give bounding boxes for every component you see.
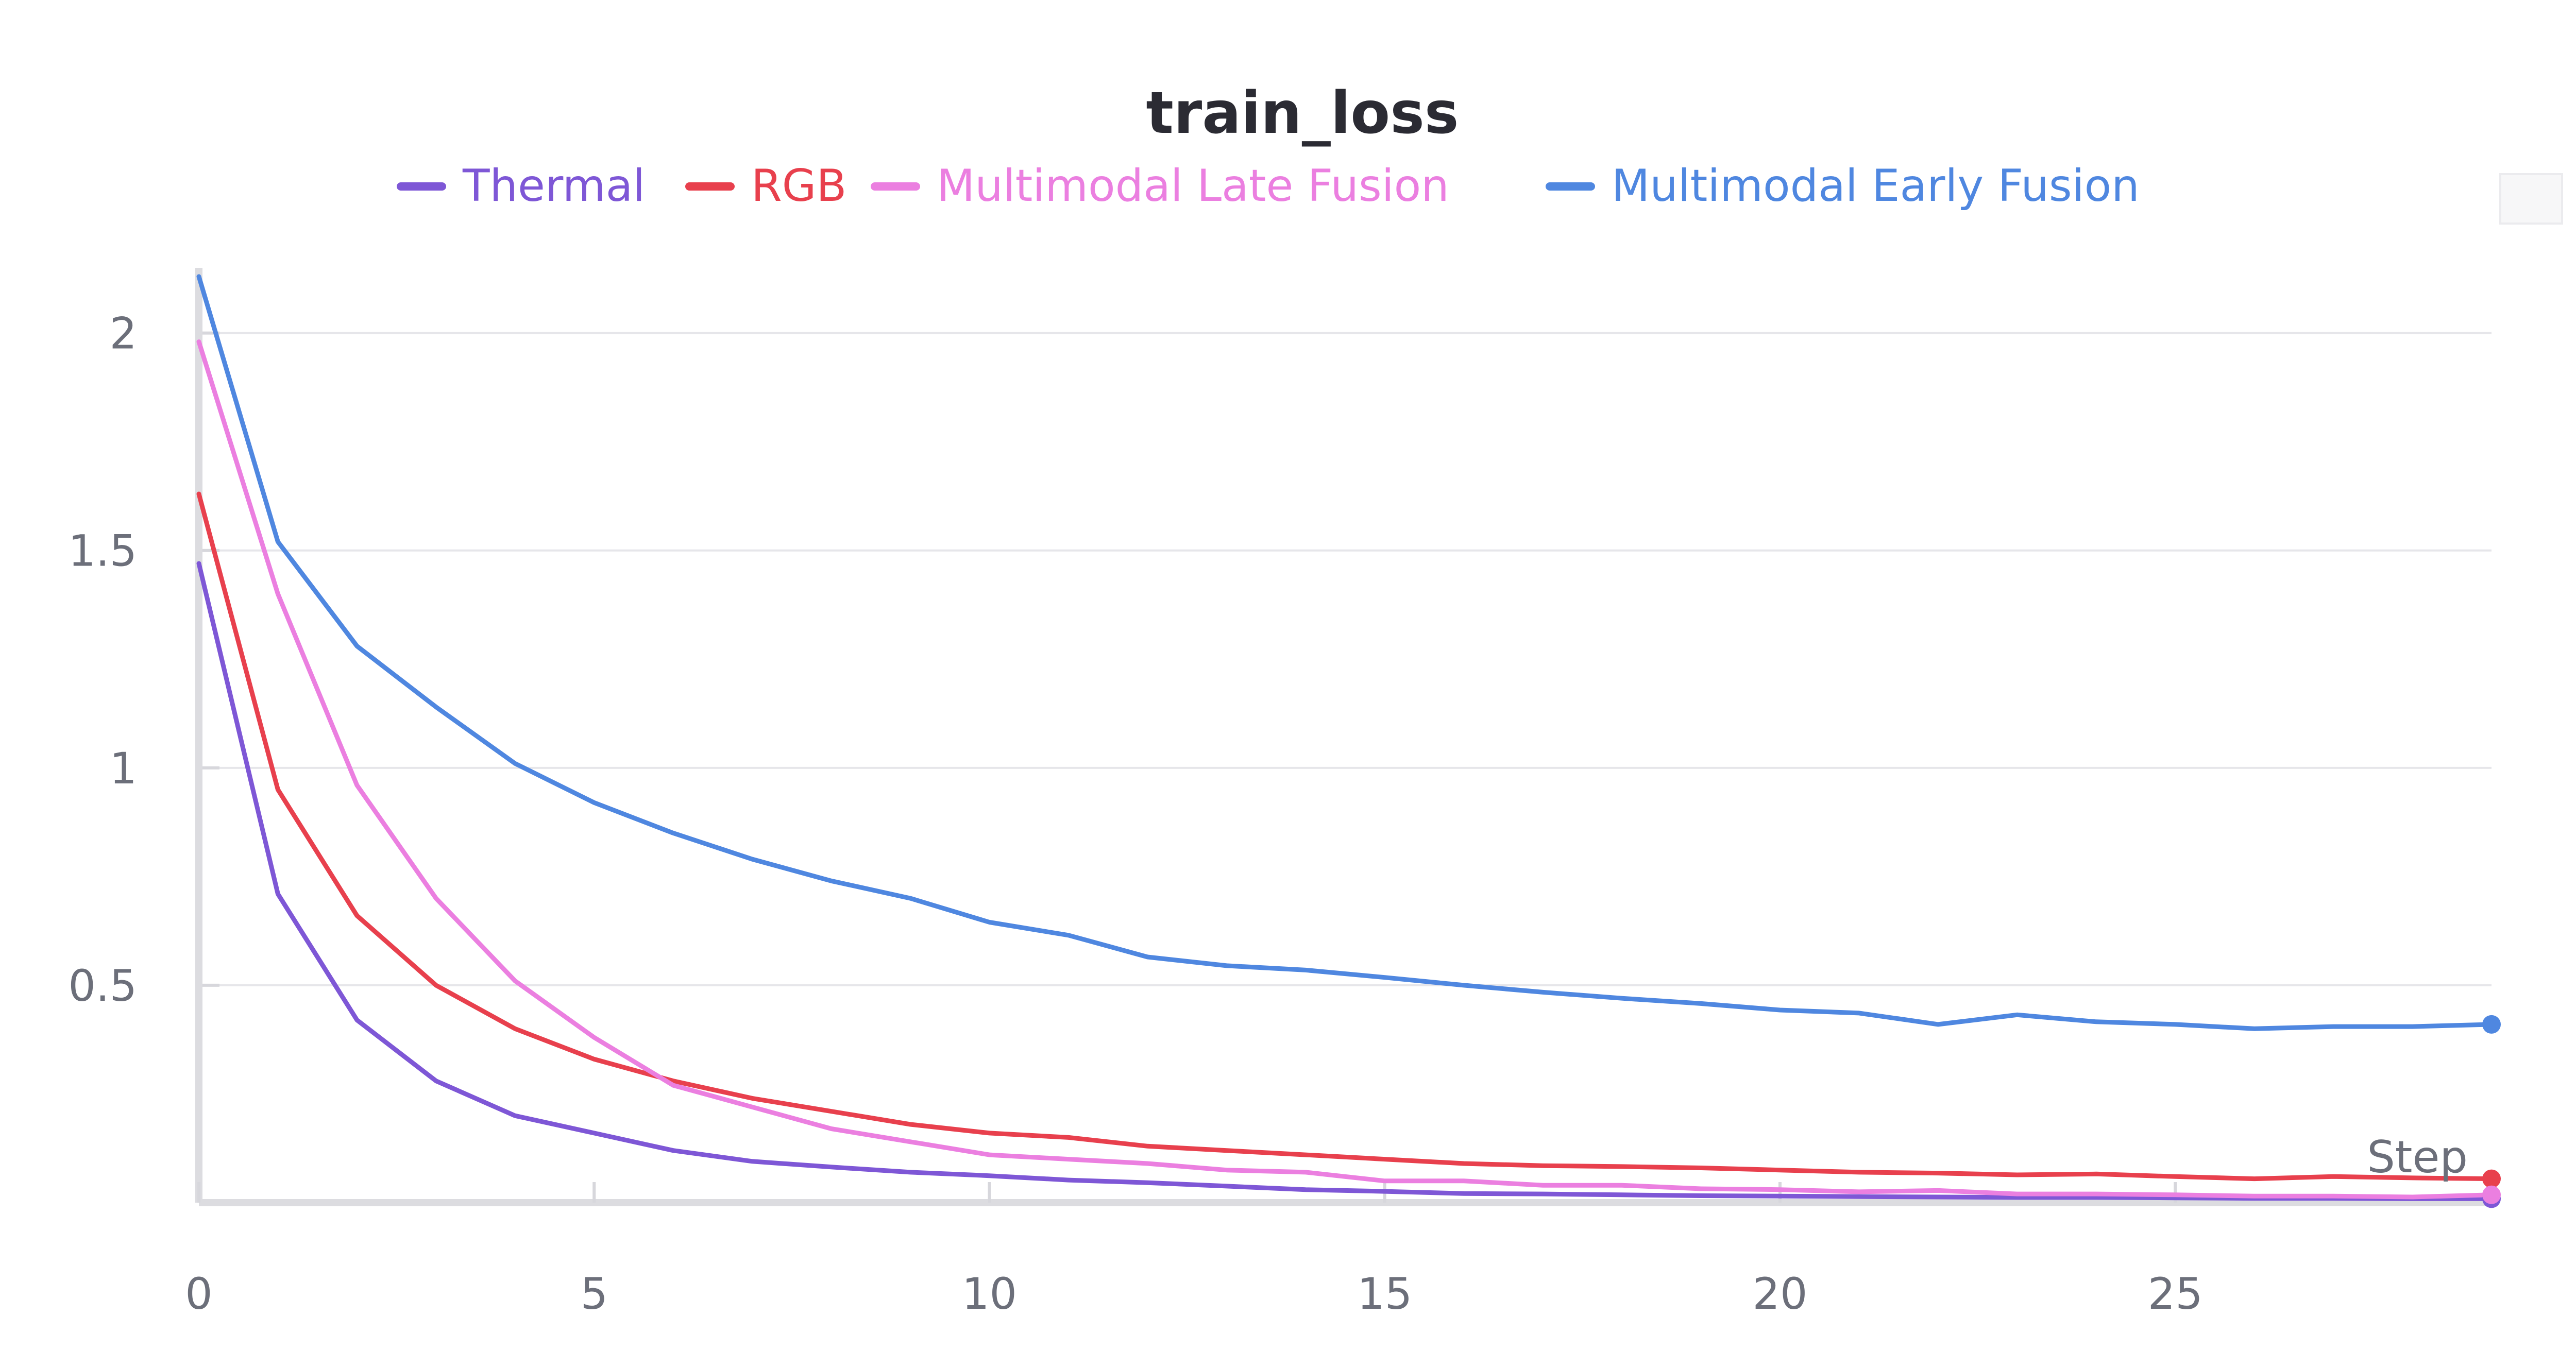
legend-label: Multimodal Early Fusion bbox=[1612, 160, 2140, 212]
x-tick-label: 5 bbox=[581, 1269, 608, 1319]
series-end-point-3[interactable] bbox=[2482, 1015, 2501, 1034]
legend-item-2[interactable]: Multimodal Late Fusion bbox=[871, 160, 1449, 212]
series-line-0[interactable] bbox=[196, 561, 2494, 1201]
legend-label: Multimodal Late Fusion bbox=[937, 160, 1449, 212]
x-axis-label: Step bbox=[2367, 1132, 2468, 1183]
y-tick-label: 1.5 bbox=[68, 526, 137, 576]
series-line-3[interactable] bbox=[196, 274, 2494, 1031]
series-end-point-2[interactable] bbox=[2482, 1185, 2501, 1204]
x-tick-label: 20 bbox=[1753, 1269, 1808, 1319]
y-tick-label: 1 bbox=[110, 743, 137, 794]
axes: 0.511.520 5 10 15 20 25 bbox=[68, 268, 2492, 1319]
legend-label: RGB bbox=[751, 160, 846, 212]
chart-title: train_loss bbox=[1146, 80, 1459, 147]
legend: Thermal RGB Multimodal Late Fusion Multimod… bbox=[397, 160, 2140, 212]
legend-item-3[interactable]: Multimodal Early Fusion bbox=[1546, 160, 2140, 212]
y-tick-label: 0.5 bbox=[68, 961, 137, 1011]
y-tick-label: 2 bbox=[110, 309, 137, 359]
x-tick-label: 25 bbox=[2148, 1269, 2203, 1319]
legend-item-0[interactable]: Thermal bbox=[397, 160, 645, 212]
end-points bbox=[2482, 1015, 2501, 1208]
series-end-point-1[interactable] bbox=[2482, 1169, 2501, 1188]
series-lines bbox=[196, 274, 2494, 1201]
legend-scroll-control[interactable] bbox=[2499, 173, 2563, 225]
legend-label: Thermal bbox=[462, 160, 645, 212]
x-tick-label: 0 bbox=[185, 1269, 212, 1319]
series-line-2[interactable] bbox=[196, 339, 2494, 1200]
x-tick-label: 15 bbox=[1357, 1269, 1412, 1319]
series-line-1[interactable] bbox=[196, 491, 2494, 1182]
x-tick-label: 10 bbox=[962, 1269, 1017, 1319]
gridlines bbox=[199, 332, 2492, 986]
legend-item-1[interactable]: RGB bbox=[685, 160, 846, 212]
